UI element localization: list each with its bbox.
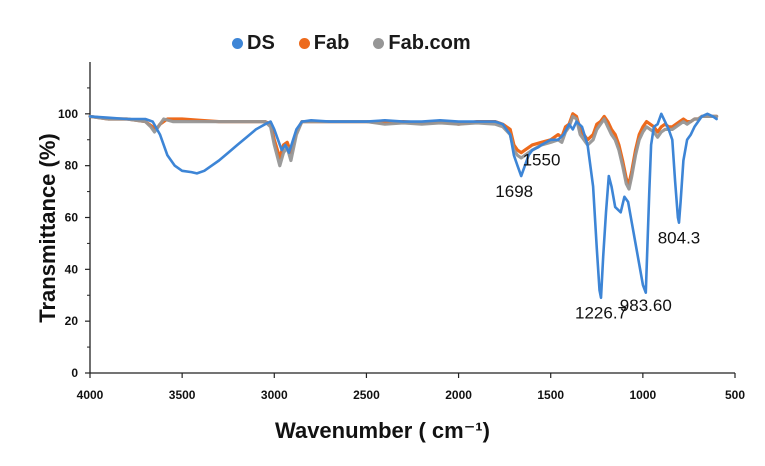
y-tick-label: 60 (65, 211, 79, 225)
legend-swatch (373, 38, 385, 49)
annotation-label: 1550 (523, 151, 561, 170)
y-tick-label: 100 (58, 107, 78, 121)
x-tick-label: 500 (725, 388, 745, 402)
legend-swatch (298, 38, 310, 49)
legend-item: Fab.com (373, 32, 471, 55)
x-tick-label: 1500 (537, 388, 564, 402)
x-tick-label: 3500 (169, 388, 196, 402)
annotation-label: 1698 (495, 182, 533, 201)
y-axis-label: Transmittance (%) (35, 133, 60, 323)
annotation-label: 983.60 (620, 296, 672, 315)
x-tick-label: 2500 (353, 388, 380, 402)
axes: 0 20 40 60 80 100 4000 3500 3000 2500 2000 1500 1000… (58, 62, 745, 402)
y-tick-label: 80 (65, 159, 79, 173)
y-tick-label: 40 (65, 262, 79, 276)
y-tick-label: 20 (65, 314, 79, 328)
legend-item: DS (232, 32, 275, 55)
x-tick-label: 1000 (630, 388, 657, 402)
series-line-ds (88, 112, 718, 300)
series-line-fab-com (88, 114, 719, 191)
series-group (88, 112, 719, 300)
x-axis-label: Wavenumber ( cm⁻¹) (275, 418, 490, 443)
legend: DS Fab Fab.com (232, 32, 471, 55)
y-tick-label: 0 (71, 366, 78, 380)
x-tick-label: 4000 (77, 388, 104, 402)
annotation-label: 804.3 (658, 228, 701, 247)
legend-item: Fab (298, 32, 350, 55)
legend-label: Fab (313, 32, 350, 54)
x-tick-label: 2000 (445, 388, 472, 402)
legend-label: DS (247, 32, 275, 54)
legend-swatch (232, 38, 243, 49)
annotation-label: 1226.7 (575, 304, 627, 323)
legend-label: Fab.com (388, 32, 471, 54)
x-tick-label: 3000 (261, 388, 288, 402)
